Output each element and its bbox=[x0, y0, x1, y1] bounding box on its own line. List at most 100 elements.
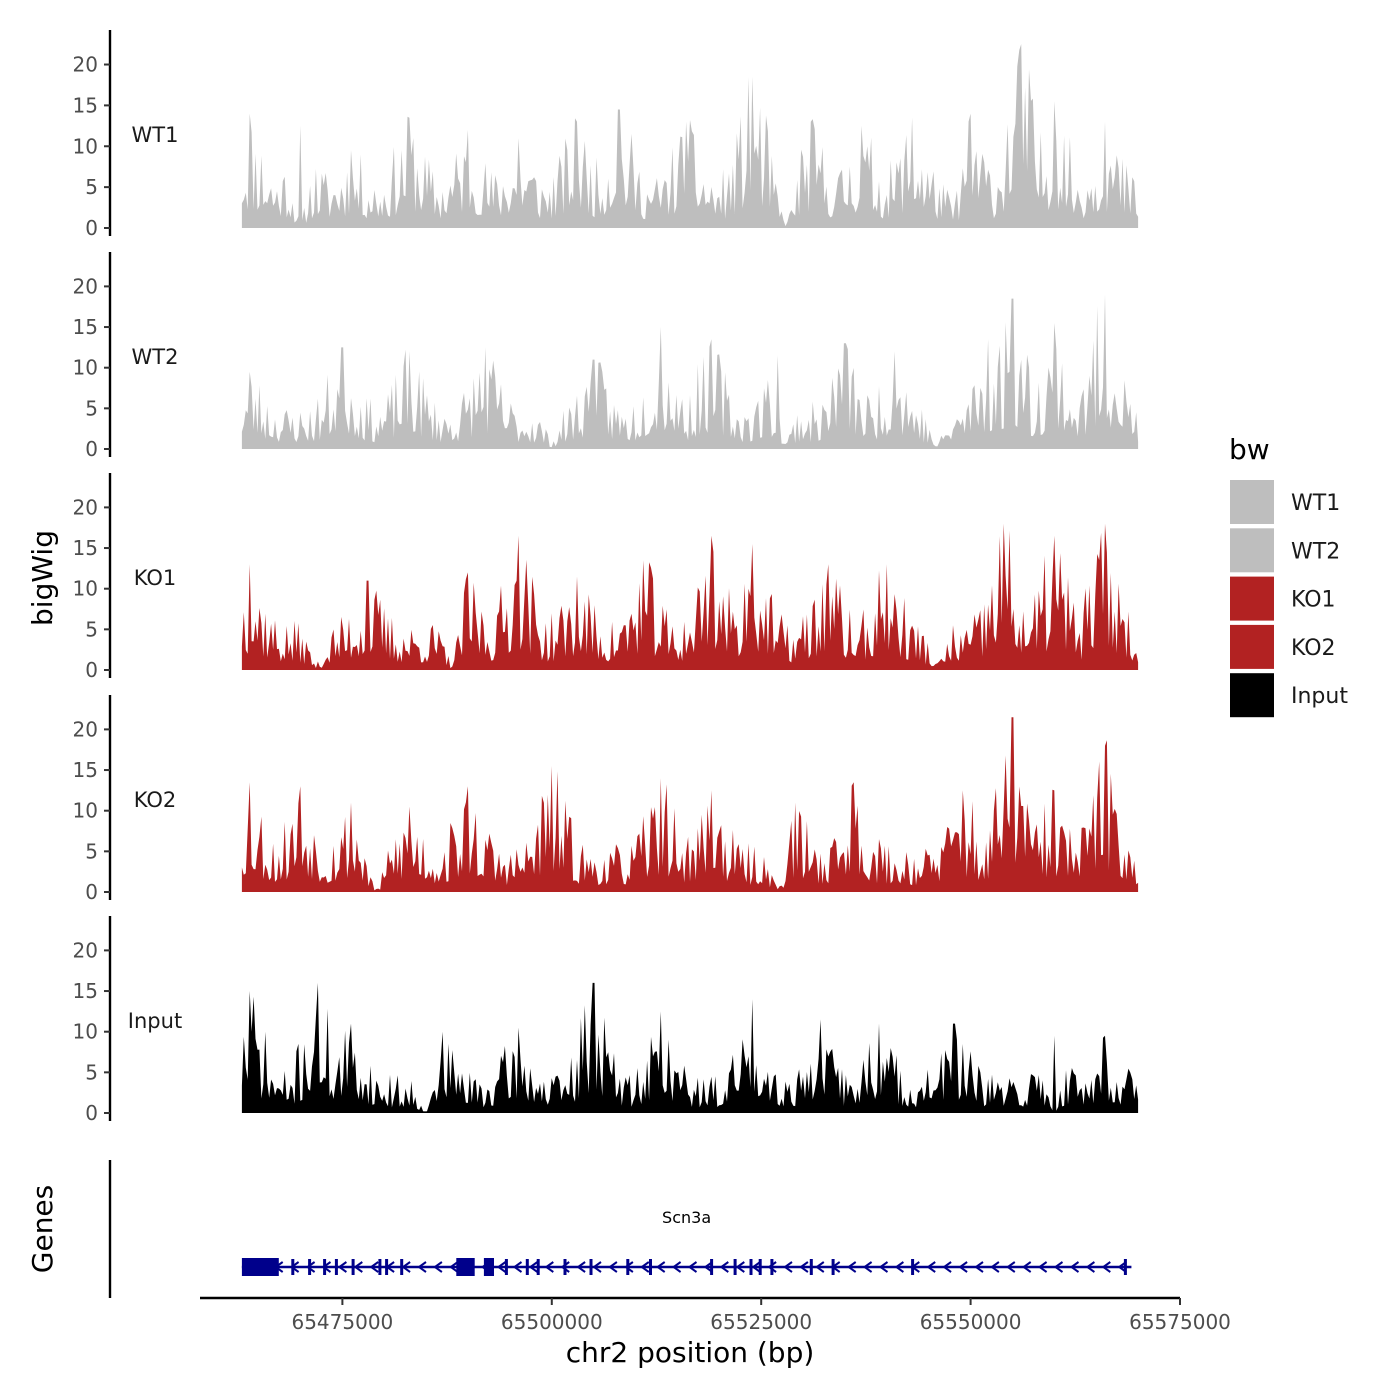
x-axis-title: chr2 position (bp) bbox=[566, 1336, 815, 1369]
legend-label-input: Input bbox=[1291, 684, 1348, 709]
legend-label-wt1: WT1 bbox=[1291, 491, 1340, 516]
exon bbox=[563, 1259, 567, 1275]
y-tick-label: 10 bbox=[73, 356, 98, 380]
exon bbox=[589, 1259, 593, 1275]
strand-arrow bbox=[640, 1261, 650, 1273]
legend-key-ko1 bbox=[1230, 576, 1274, 621]
strand-arrow bbox=[369, 1261, 379, 1273]
exon bbox=[291, 1259, 295, 1275]
y-tick-label: 0 bbox=[85, 658, 98, 682]
strand-arrow bbox=[878, 1261, 889, 1273]
coverage-area-wt2 bbox=[241, 294, 1139, 449]
track-wt1: 0 5 10 15 20 WT1 bbox=[73, 30, 1139, 240]
strand-arrow bbox=[942, 1261, 952, 1273]
track-label: KO2 bbox=[134, 788, 177, 812]
x-tick-label: 65550000 bbox=[920, 1310, 1022, 1334]
exon bbox=[525, 1259, 529, 1275]
track-ko1: 0 5 10 15 20 KO1 bbox=[73, 473, 1139, 682]
y-tick-label: 20 bbox=[73, 717, 98, 741]
y-tick-label: 20 bbox=[73, 938, 98, 962]
y-tick-label: 10 bbox=[73, 799, 98, 823]
strand-arrow bbox=[417, 1261, 427, 1273]
exon bbox=[1123, 1259, 1127, 1275]
strand-arrow bbox=[655, 1261, 666, 1273]
strand-arrow bbox=[783, 1261, 793, 1273]
y-tick-label: 15 bbox=[73, 315, 98, 339]
strand-arrow bbox=[512, 1261, 523, 1273]
y-tick-label: 0 bbox=[85, 216, 98, 240]
exon bbox=[911, 1259, 915, 1275]
strand-arrow bbox=[815, 1261, 825, 1273]
exon bbox=[504, 1259, 508, 1275]
exon bbox=[351, 1259, 355, 1275]
y-tick-label: 5 bbox=[85, 396, 98, 420]
y-tick-label: 15 bbox=[73, 93, 98, 117]
y-tick-label: 10 bbox=[73, 134, 98, 158]
strand-arrow bbox=[544, 1261, 554, 1273]
exon bbox=[710, 1259, 714, 1275]
exon bbox=[241, 1258, 279, 1276]
strand-arrow bbox=[1117, 1261, 1127, 1273]
strand-arrow bbox=[1006, 1261, 1016, 1273]
strand-arrow bbox=[862, 1261, 873, 1273]
legend-title: bw bbox=[1229, 433, 1270, 466]
coverage-tracks: 0 5 10 15 20 WT1 0 5 10 15 20 WT2 0 5 10 15 20 KO1 0 5 10 15 2… bbox=[73, 30, 1139, 1125]
exon bbox=[456, 1258, 475, 1276]
exon bbox=[758, 1259, 762, 1275]
y-tick-label: 15 bbox=[73, 758, 98, 782]
strand-arrow bbox=[1037, 1261, 1048, 1273]
exon bbox=[334, 1259, 338, 1275]
strand-arrow bbox=[1069, 1261, 1080, 1273]
strand-arrow bbox=[449, 1261, 459, 1273]
track-label: Input bbox=[128, 1009, 182, 1033]
strand-arrow bbox=[703, 1261, 713, 1273]
coverage-area-wt1 bbox=[241, 44, 1139, 228]
y-tick-label: 20 bbox=[73, 53, 98, 77]
exon bbox=[400, 1259, 404, 1275]
x-tick-label: 65525000 bbox=[710, 1310, 812, 1334]
genes-track-title: Genes bbox=[26, 1185, 59, 1273]
strand-arrow bbox=[1101, 1261, 1111, 1273]
y-tick-label: 5 bbox=[85, 617, 98, 641]
y-tick-label: 0 bbox=[85, 437, 98, 461]
strand-arrow bbox=[1021, 1261, 1032, 1273]
y-tick-label: 0 bbox=[85, 1101, 98, 1125]
y-tick-label: 5 bbox=[85, 1060, 98, 1084]
strand-arrow bbox=[751, 1261, 761, 1273]
strand-arrow bbox=[735, 1261, 745, 1273]
y-tick-label: 15 bbox=[73, 979, 98, 1003]
exon bbox=[809, 1259, 813, 1275]
gene-track: Scn3a bbox=[108, 1160, 1132, 1298]
coverage-area-ko2 bbox=[241, 717, 1139, 892]
exon bbox=[649, 1259, 652, 1275]
exon bbox=[308, 1259, 312, 1275]
legend-label-ko2: KO2 bbox=[1291, 636, 1336, 661]
strand-arrow bbox=[719, 1261, 729, 1273]
y-tick-label: 10 bbox=[73, 577, 98, 601]
exon bbox=[378, 1259, 382, 1275]
strand-arrow bbox=[528, 1261, 538, 1273]
strand-arrow bbox=[767, 1261, 777, 1273]
y-tick-label: 20 bbox=[73, 274, 98, 298]
y-tick-label: 20 bbox=[73, 495, 98, 519]
strand-arrow bbox=[846, 1261, 857, 1273]
strand-arrow bbox=[337, 1261, 347, 1273]
exon bbox=[626, 1259, 630, 1275]
strand-arrow bbox=[624, 1261, 634, 1273]
exon bbox=[536, 1259, 540, 1275]
x-axis: 65475000 65500000 65525000 65550000 65575000 bbox=[200, 1296, 1231, 1334]
legend: bw WT1 WT2 KO1 KO2 Input bbox=[1229, 433, 1348, 718]
y-tick-label: 15 bbox=[73, 536, 98, 560]
track-label: WT1 bbox=[132, 123, 179, 147]
gene-name-label: Scn3a bbox=[662, 1208, 711, 1227]
strand-arrow bbox=[1053, 1261, 1064, 1273]
track-label: WT2 bbox=[132, 345, 179, 369]
coverage-area-input bbox=[241, 982, 1139, 1113]
coverage-area-ko1 bbox=[241, 523, 1139, 670]
strand-arrow bbox=[608, 1261, 618, 1273]
y-tick-label: 10 bbox=[73, 1020, 98, 1044]
strand-arrow bbox=[990, 1261, 1000, 1273]
strand-arrow bbox=[799, 1261, 809, 1273]
exon bbox=[733, 1259, 737, 1275]
